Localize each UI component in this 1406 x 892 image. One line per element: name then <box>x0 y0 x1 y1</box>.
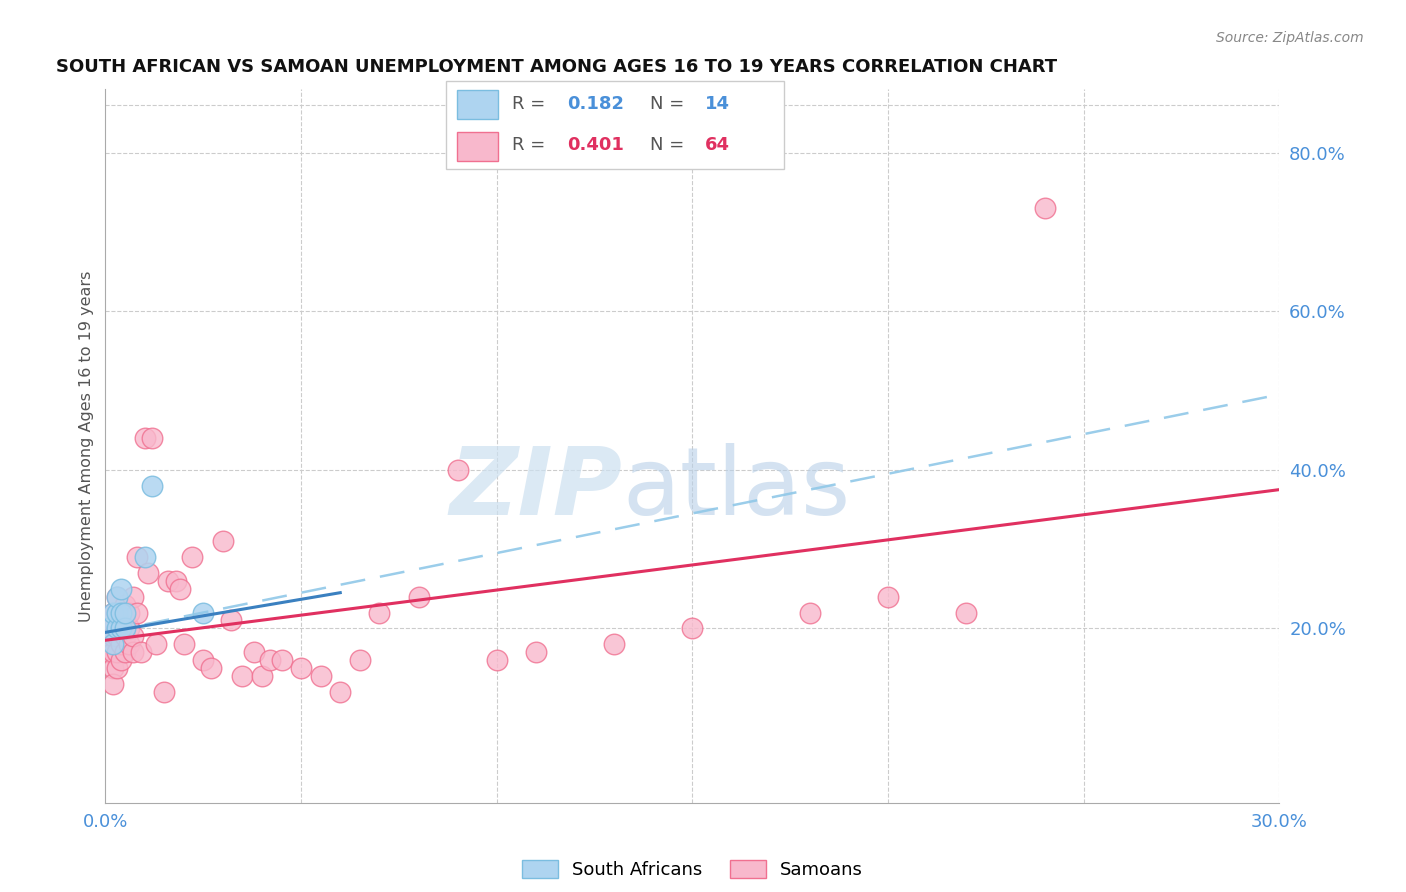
Point <box>349 653 371 667</box>
Point <box>105 629 128 643</box>
Point <box>121 590 143 604</box>
Point <box>98 645 121 659</box>
Point <box>243 645 266 659</box>
Point <box>114 629 136 643</box>
Point <box>114 598 136 612</box>
Point <box>153 685 176 699</box>
Point <box>955 606 977 620</box>
FancyBboxPatch shape <box>457 90 498 119</box>
Text: 0.182: 0.182 <box>567 95 624 113</box>
Point <box>103 629 125 643</box>
Point <box>193 653 215 667</box>
Point <box>114 621 136 635</box>
Point <box>157 574 180 588</box>
Point <box>118 606 141 620</box>
Point <box>105 606 128 620</box>
Point <box>134 549 156 564</box>
Point <box>368 606 391 620</box>
Point <box>259 653 281 667</box>
Point <box>114 614 136 628</box>
FancyBboxPatch shape <box>446 81 785 169</box>
Point <box>125 549 148 564</box>
Point <box>408 590 430 604</box>
Point <box>110 621 132 635</box>
Text: 14: 14 <box>704 95 730 113</box>
Point <box>290 661 312 675</box>
Point <box>877 590 900 604</box>
Point <box>105 590 128 604</box>
Y-axis label: Unemployment Among Ages 16 to 19 years: Unemployment Among Ages 16 to 19 years <box>79 270 94 622</box>
Text: R =: R = <box>512 95 551 113</box>
Point <box>118 621 141 635</box>
Point <box>103 606 125 620</box>
Point <box>98 614 121 628</box>
Point <box>309 669 332 683</box>
Point <box>603 637 626 651</box>
Point <box>110 606 132 620</box>
Point <box>121 629 143 643</box>
Point <box>105 621 128 635</box>
Point <box>98 621 121 635</box>
Point <box>1033 201 1056 215</box>
Point <box>193 606 215 620</box>
Point <box>141 431 163 445</box>
Point <box>105 606 128 620</box>
Point <box>485 653 508 667</box>
Point <box>250 669 273 683</box>
Point <box>114 645 136 659</box>
Point <box>138 566 160 580</box>
Text: SOUTH AFRICAN VS SAMOAN UNEMPLOYMENT AMONG AGES 16 TO 19 YEARS CORRELATION CHART: SOUTH AFRICAN VS SAMOAN UNEMPLOYMENT AMO… <box>56 58 1057 76</box>
Point <box>114 606 136 620</box>
Text: Source: ZipAtlas.com: Source: ZipAtlas.com <box>1216 31 1364 45</box>
Point <box>165 574 187 588</box>
Point <box>103 637 125 651</box>
Point <box>125 606 148 620</box>
Text: 64: 64 <box>704 136 730 154</box>
Point <box>105 645 128 659</box>
Point <box>103 645 125 659</box>
Point <box>219 614 242 628</box>
Point <box>118 637 141 651</box>
Point <box>110 621 132 635</box>
Point <box>270 653 292 667</box>
FancyBboxPatch shape <box>457 132 498 161</box>
Point <box>524 645 547 659</box>
Point <box>103 677 125 691</box>
Point <box>103 606 125 620</box>
Text: 0.401: 0.401 <box>567 136 624 154</box>
Point <box>211 534 233 549</box>
Text: ZIP: ZIP <box>449 442 621 535</box>
Point <box>145 637 167 651</box>
Point <box>446 463 468 477</box>
Point <box>121 645 143 659</box>
Point <box>98 629 121 643</box>
Point <box>110 637 132 651</box>
Point <box>110 653 132 667</box>
Legend: South Africans, Samoans: South Africans, Samoans <box>515 853 870 887</box>
Point <box>134 431 156 445</box>
Point <box>141 478 163 492</box>
Point <box>110 606 132 620</box>
Text: R =: R = <box>512 136 551 154</box>
Point <box>173 637 195 651</box>
Point <box>110 582 132 596</box>
Point <box>129 645 152 659</box>
Point <box>231 669 253 683</box>
Text: N =: N = <box>650 95 689 113</box>
Point <box>105 661 128 675</box>
Point <box>103 661 125 675</box>
Point <box>200 661 222 675</box>
Point <box>329 685 352 699</box>
Text: N =: N = <box>650 136 689 154</box>
Point <box>169 582 191 596</box>
Point <box>105 590 128 604</box>
Point <box>799 606 821 620</box>
Point <box>681 621 703 635</box>
Point <box>180 549 202 564</box>
Text: atlas: atlas <box>621 442 851 535</box>
